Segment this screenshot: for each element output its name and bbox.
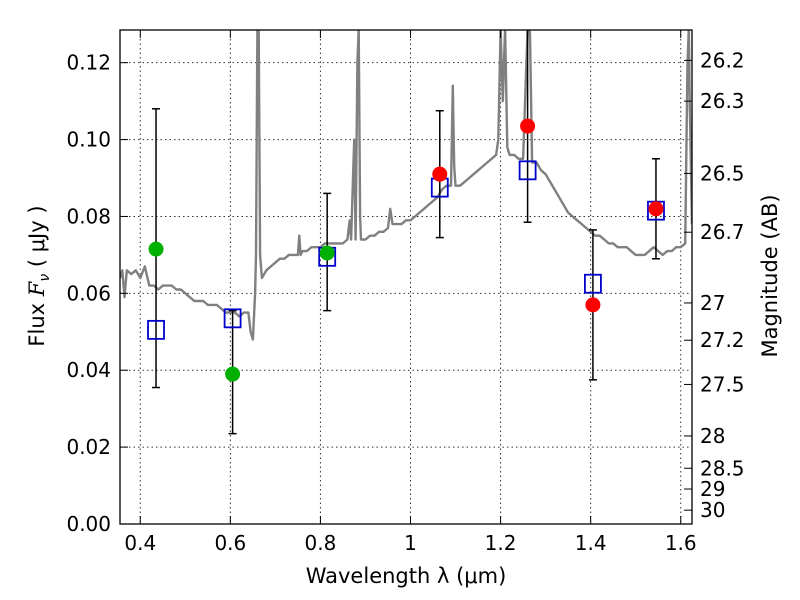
observed-circle-marker: [585, 297, 601, 313]
plot-frame: [119, 29, 693, 525]
y-axis-label-symbol: F: [25, 280, 49, 297]
right-tick-label: 28: [700, 424, 725, 448]
x-tick-label: 0.4: [124, 531, 156, 555]
observed-circle-marker: [319, 245, 335, 261]
tick-labels-group: 0.4 0.6 0.8 1 1.2 1.4 1.6 0.00 0.02 0.04 0.06 0.08 0…: [66, 48, 744, 555]
y-axis-label-subscript: ν: [37, 274, 53, 282]
y-tick-label: 0.02: [66, 435, 111, 459]
right-tick-label: 30: [700, 498, 725, 522]
y-tick-label: 0.12: [66, 51, 111, 75]
spectrum-group: [120, 30, 692, 341]
y-tick-label: 0.06: [66, 281, 111, 305]
model-square-marker: [223, 308, 242, 329]
observed-circle-marker: [520, 118, 536, 134]
x-axis-label: Wavelength λ (μm): [306, 564, 507, 588]
right-tick-label: 26.2: [700, 48, 745, 72]
right-tick-label: 29: [700, 477, 725, 501]
right-tick-label: 27: [700, 291, 725, 315]
x-tick-label: 0.8: [305, 531, 337, 555]
x-tick-label: 1.6: [665, 531, 697, 555]
spectrum-line: [120, 30, 692, 341]
observed-circle-marker: [148, 241, 164, 257]
x-tick-label: 0.6: [214, 531, 246, 555]
observed-circle-marker: [432, 166, 448, 182]
model-square-marker: [584, 273, 602, 294]
right-tick-label: 26.3: [700, 89, 745, 113]
observed-circle-marker: [225, 366, 241, 382]
y-tick-label: 0.04: [66, 358, 111, 382]
right-tick-label: 26.7: [700, 220, 745, 244]
x-tick-label: 1: [404, 531, 417, 555]
y-tick-label: 0.08: [66, 204, 111, 228]
markers-group: [147, 118, 665, 382]
right-tick-label: 28.5: [700, 456, 745, 480]
right-tick-label: 27.2: [700, 328, 745, 352]
model-square-marker: [518, 160, 537, 181]
x-tick-label: 1.4: [575, 531, 607, 555]
model-square-marker: [147, 319, 165, 340]
y-tick-label: 0.00: [66, 512, 111, 536]
y-axis-label-prefix: Flux: [25, 296, 49, 346]
y-axis-label: Flux Fν ( μJy ): [25, 205, 53, 346]
right-tick-label: 27.5: [700, 372, 745, 396]
ticks-group: [120, 30, 692, 525]
y-tick-label: 0.10: [66, 128, 111, 152]
y-axis-label-suffix: ( μJy ): [25, 205, 49, 273]
right-tick-label: 26.5: [700, 161, 745, 185]
observed-circle-marker: [648, 201, 664, 217]
right-axis-label: Magnitude (AB): [758, 194, 782, 357]
x-tick-label: 1.2: [485, 531, 517, 555]
